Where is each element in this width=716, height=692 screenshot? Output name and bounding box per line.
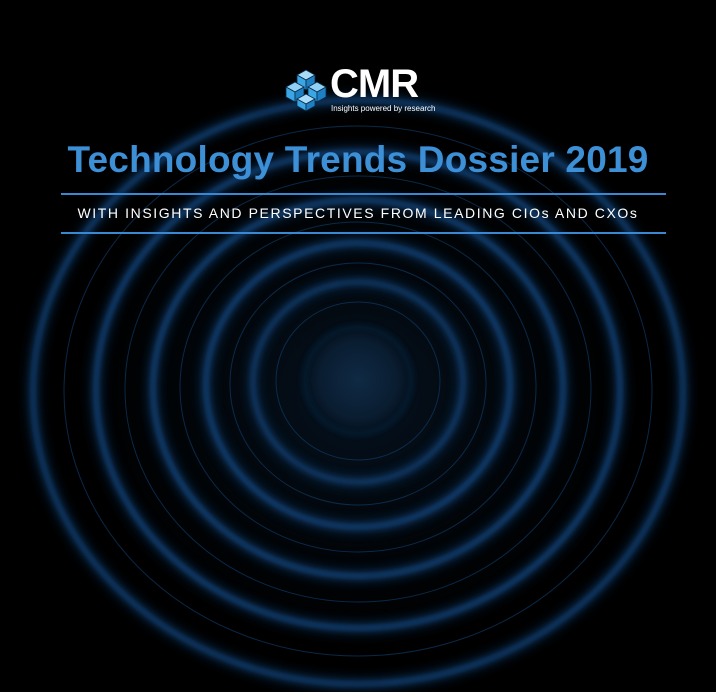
cmr-logo: CMR Insights powered by research	[284, 62, 454, 116]
logo-tagline: Insights powered by research	[331, 104, 436, 113]
logo-wordmark: CMR	[330, 62, 419, 106]
cover-subtitle: WITH INSIGHTS AND PERSPECTIVES FROM LEAD…	[77, 205, 639, 221]
divider-top	[61, 193, 666, 195]
cover-title: Technology Trends Dossier 2019	[67, 139, 649, 180]
divider-bottom	[61, 232, 666, 234]
cube-cluster-icon	[285, 69, 327, 112]
